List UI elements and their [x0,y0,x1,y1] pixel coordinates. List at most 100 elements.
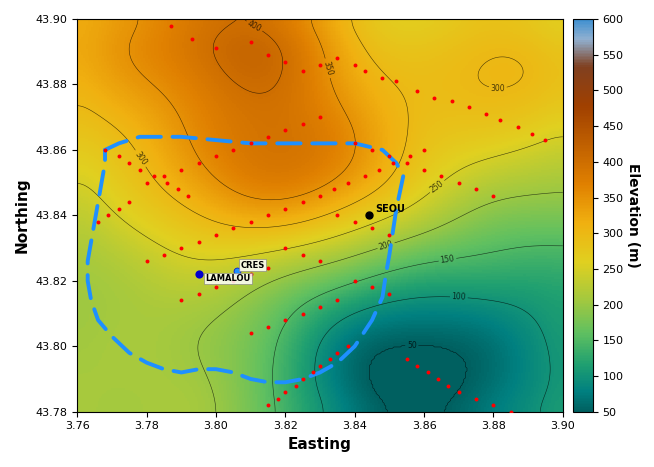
Point [186,35,197,42]
Point [273,395,284,403]
Point [367,283,377,291]
Point [245,38,256,46]
Point [298,251,308,258]
Point [263,323,273,330]
Point [332,55,343,62]
Point [114,153,124,160]
Point [280,244,290,252]
Point [280,127,290,134]
Text: 350: 350 [321,60,334,77]
Point [263,264,273,271]
Point [513,123,523,131]
Point [176,297,186,304]
Point [245,270,256,278]
Text: 300: 300 [133,150,148,167]
Point [211,153,221,160]
Point [384,231,394,239]
Point [315,113,325,121]
Point [315,303,325,311]
Point [488,192,498,199]
Point [495,117,506,124]
Point [488,402,498,409]
Point [364,212,374,219]
Point [360,172,370,180]
Point [245,140,256,147]
Point [263,133,273,141]
Point [447,97,457,105]
Point [176,166,186,173]
Point [245,329,256,337]
Point [148,172,159,180]
Point [388,159,398,167]
Point [349,277,360,284]
Point [280,316,290,324]
Point [412,87,422,95]
Point [263,212,273,219]
Point [194,159,204,167]
Point [367,146,377,154]
Point [183,192,194,199]
Point [114,205,124,212]
Point [453,179,464,186]
Point [443,382,454,389]
Point [280,205,290,212]
Point [343,179,353,186]
Point [405,153,415,160]
Point [343,342,353,350]
Point [280,389,290,396]
Point [402,356,412,363]
Text: 200: 200 [378,239,394,252]
Point [159,251,169,258]
Point [540,136,551,144]
Point [419,166,429,173]
Point [211,283,221,291]
Point [245,218,256,226]
Point [523,415,534,422]
Text: 50: 50 [407,341,417,350]
Point [211,231,221,239]
Point [384,153,394,160]
Point [228,225,239,232]
Point [373,166,384,173]
Point [141,179,152,186]
Point [391,78,402,85]
Point [93,218,103,226]
Point [377,74,388,82]
Point [332,297,343,304]
Point [194,290,204,297]
Y-axis label: Northing: Northing [15,177,30,253]
Point [263,51,273,59]
Point [173,185,183,193]
Point [315,362,325,370]
Point [298,198,308,206]
Point [436,172,447,180]
Point [332,212,343,219]
Point [422,369,433,376]
Point [349,218,360,226]
Point [315,257,325,265]
Text: 250: 250 [428,178,445,194]
Point [526,130,537,137]
Text: LAMALOU: LAMALOU [205,274,251,283]
X-axis label: Easting: Easting [288,437,352,452]
Text: 100: 100 [451,292,466,302]
Point [162,179,173,186]
Point [211,45,221,52]
Point [464,104,474,111]
Point [349,61,360,69]
Point [308,369,318,376]
Point [367,225,377,232]
Y-axis label: Elevation (m): Elevation (m) [627,163,640,268]
Point [159,172,169,180]
Point [471,395,481,403]
Point [453,389,464,396]
Point [329,185,339,193]
Point [298,68,308,75]
Point [228,146,239,154]
Text: 300: 300 [490,84,505,93]
Point [103,212,114,219]
Point [315,192,325,199]
Point [194,238,204,245]
Point [506,408,516,416]
Point [228,277,239,284]
